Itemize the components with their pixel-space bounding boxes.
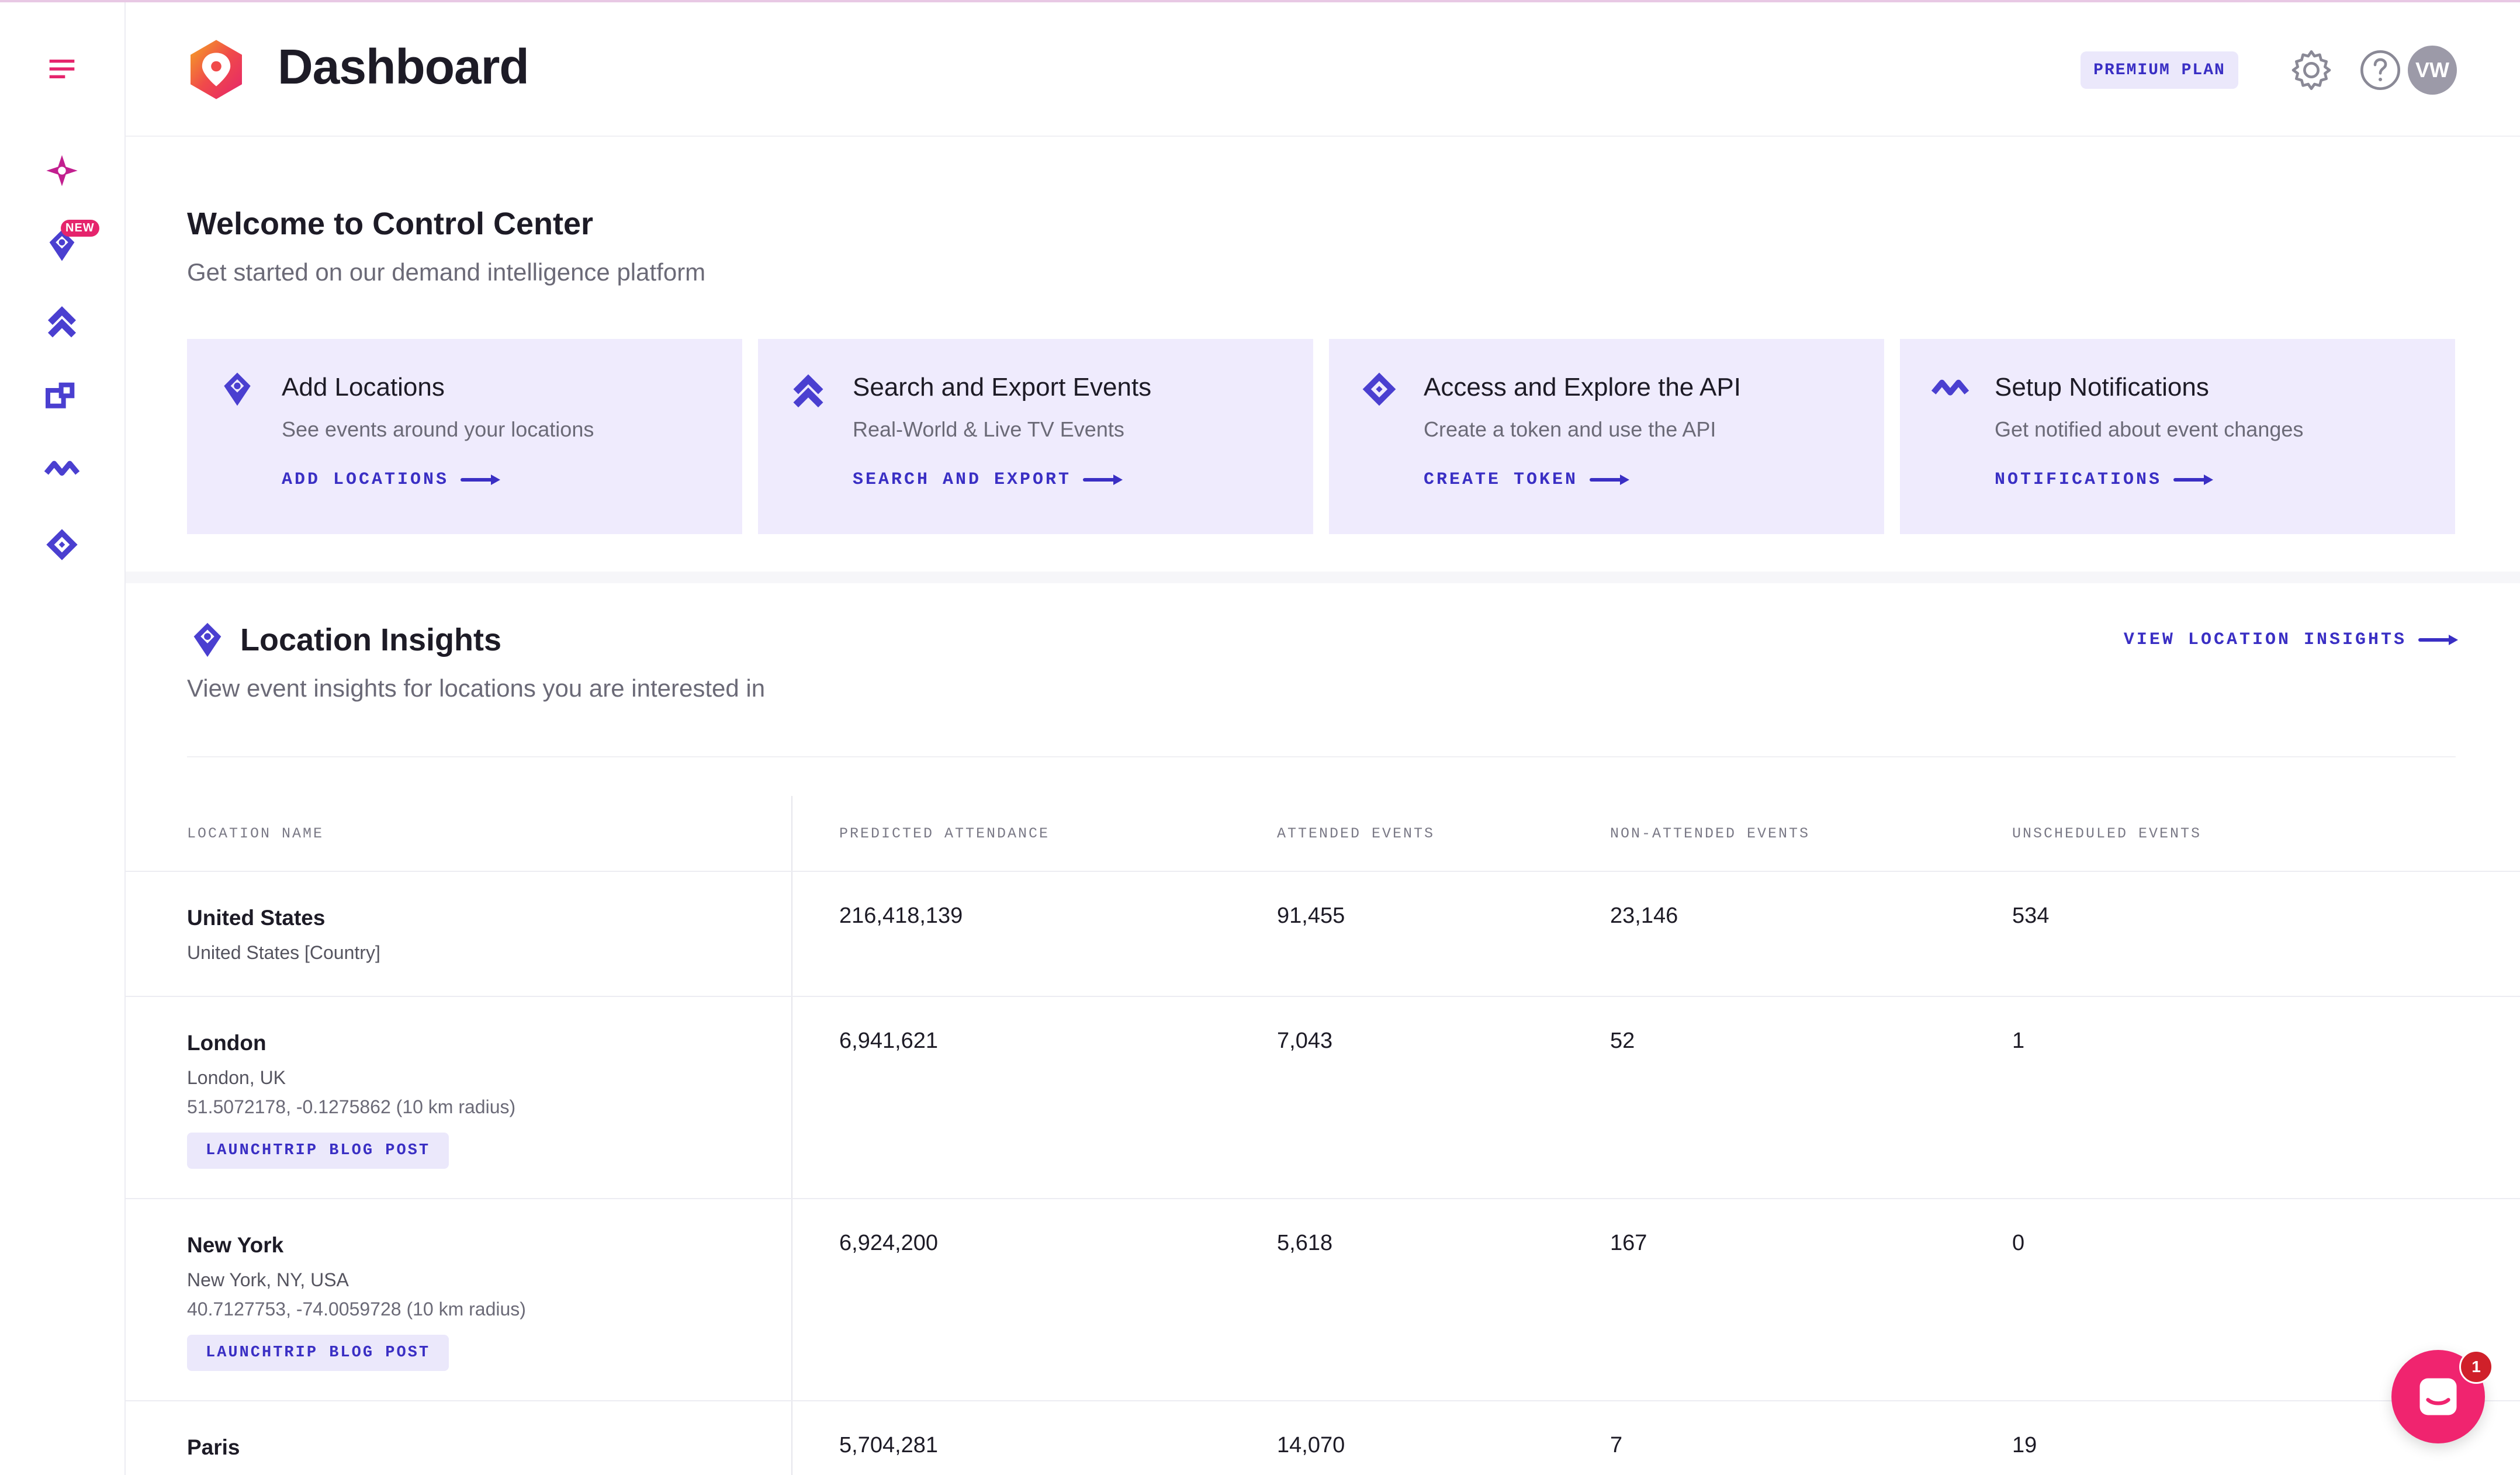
arrow-right-icon xyxy=(461,475,501,485)
location-pin-icon[interactable] xyxy=(42,226,82,265)
link-label: CREATE TOKEN xyxy=(1424,470,1579,490)
card-title: Access and Explore the API xyxy=(1424,373,1741,401)
card-add-locations[interactable]: Add Locations See events around your loc… xyxy=(187,339,742,534)
card-notifications[interactable]: Setup Notifications Get notified about e… xyxy=(1900,339,2455,534)
non-attended-events: 167 xyxy=(1610,1231,1647,1255)
row-divider xyxy=(126,996,2520,997)
link-label: NOTIFICATIONS xyxy=(1995,470,2162,490)
location-coordinates: 40.7127753, -74.0059728 (10 km radius) xyxy=(187,1299,526,1320)
card-api[interactable]: Access and Explore the API Create a toke… xyxy=(1329,339,1884,534)
header: Dashboard PREMIUM PLAN VW xyxy=(126,2,2520,137)
view-location-insights-link[interactable]: VIEW LOCATION INSIGHTS xyxy=(2123,630,2458,650)
arrow-right-icon xyxy=(1083,475,1123,485)
plan-badge[interactable]: PREMIUM PLAN xyxy=(2081,51,2238,89)
squares-icon[interactable] xyxy=(42,375,82,415)
unscheduled-events: 1 xyxy=(2012,1029,2025,1053)
location-coordinates: 51.5072178, -0.1275862 (10 km radius) xyxy=(187,1096,516,1117)
welcome-section: Welcome to Control Center Get started on… xyxy=(126,137,2520,572)
card-search-export[interactable]: Search and Export Events Real-World & Li… xyxy=(758,339,1313,534)
unscheduled-events: 19 xyxy=(2012,1433,2037,1457)
link-label: ADD LOCATIONS xyxy=(282,470,449,490)
card-title: Search and Export Events xyxy=(853,373,1152,401)
arrow-right-icon xyxy=(2418,635,2458,645)
diamond-code-icon xyxy=(1359,369,1399,409)
page-title: Dashboard xyxy=(278,39,529,94)
location-sub: New York, NY, USA xyxy=(187,1269,349,1290)
menu-icon[interactable] xyxy=(42,49,82,89)
card-title: Add Locations xyxy=(282,373,445,401)
wave-check-icon[interactable] xyxy=(42,450,82,490)
non-attended-events: 7 xyxy=(1610,1433,1623,1457)
chat-unread-badge: 1 xyxy=(2459,1350,2493,1384)
row-divider xyxy=(126,1400,2520,1401)
sidebar: NEW xyxy=(0,2,126,1475)
top-border xyxy=(0,0,2520,2)
sparkle-icon[interactable] xyxy=(42,151,82,191)
link-label: SEARCH AND EXPORT xyxy=(853,470,1072,490)
chat-icon xyxy=(2419,1378,2457,1415)
card-subtitle: Real-World & Live TV Events xyxy=(853,417,1124,441)
unscheduled-events: 0 xyxy=(2012,1231,2025,1255)
chevrons-up-icon[interactable] xyxy=(42,300,82,340)
location-name[interactable]: Paris xyxy=(187,1435,240,1459)
location-name[interactable]: London xyxy=(187,1031,266,1055)
new-badge: NEW xyxy=(61,220,99,237)
column-separator xyxy=(791,796,792,1475)
location-insights-section: Location Insights View event insights fo… xyxy=(126,583,2520,1475)
location-sub: London, UK xyxy=(187,1067,286,1088)
row-divider xyxy=(126,1198,2520,1199)
location-sub: United States [Country] xyxy=(187,942,380,963)
predicted-attendance: 6,924,200 xyxy=(839,1231,939,1255)
card-subtitle: Create a token and use the API xyxy=(1424,417,1716,441)
main-content: Dashboard PREMIUM PLAN VW Welcome to Con… xyxy=(126,2,2520,1475)
location-name[interactable]: United States xyxy=(187,906,326,930)
chevrons-up-icon xyxy=(788,369,828,409)
blog-post-tag[interactable]: LAUNCHTRIP BLOG POST xyxy=(187,1133,449,1169)
gear-icon[interactable] xyxy=(2288,47,2335,94)
card-subtitle: See events around your locations xyxy=(282,417,594,441)
location-pin-icon xyxy=(187,619,228,660)
attended-events: 5,618 xyxy=(1277,1231,1333,1255)
avatar[interactable]: VW xyxy=(2408,46,2457,95)
notifications-link[interactable]: NOTIFICATIONS xyxy=(1995,470,2214,490)
row-divider xyxy=(126,871,2520,872)
predicted-attendance: 5,704,281 xyxy=(839,1433,939,1457)
section-title: Location Insights xyxy=(240,622,502,657)
card-subtitle: Get notified about event changes xyxy=(1995,417,2304,441)
location-pin-icon xyxy=(217,369,257,409)
welcome-subtitle: Get started on our demand intelligence p… xyxy=(187,258,706,286)
add-locations-link[interactable]: ADD LOCATIONS xyxy=(282,470,501,490)
predicted-attendance: 6,941,621 xyxy=(839,1029,939,1053)
divider xyxy=(187,756,2456,757)
search-export-link[interactable]: SEARCH AND EXPORT xyxy=(853,470,1123,490)
location-name[interactable]: New York xyxy=(187,1233,284,1257)
attended-events: 7,043 xyxy=(1277,1029,1333,1053)
wave-check-icon xyxy=(1930,369,1970,409)
welcome-title: Welcome to Control Center xyxy=(187,206,594,241)
column-header[interactable]: PREDICTED ATTENDANCE xyxy=(839,825,1050,842)
attended-events: 14,070 xyxy=(1277,1433,1345,1457)
section-subtitle: View event insights for locations you ar… xyxy=(187,674,766,702)
attended-events: 91,455 xyxy=(1277,903,1345,928)
arrow-right-icon xyxy=(2173,475,2214,485)
create-token-link[interactable]: CREATE TOKEN xyxy=(1424,470,1630,490)
diamond-code-icon[interactable] xyxy=(42,525,82,565)
unscheduled-events: 534 xyxy=(2012,903,2050,928)
help-icon[interactable] xyxy=(2357,47,2404,94)
column-header[interactable]: NON-ATTENDED EVENTS xyxy=(1610,825,1811,842)
arrow-right-icon xyxy=(1590,475,1630,485)
brand-logo[interactable] xyxy=(184,37,248,102)
non-attended-events: 52 xyxy=(1610,1029,1635,1053)
column-header[interactable]: UNSCHEDULED EVENTS xyxy=(2012,825,2202,842)
non-attended-events: 23,146 xyxy=(1610,903,1678,928)
predicted-attendance: 216,418,139 xyxy=(839,903,963,928)
column-header[interactable]: LOCATION NAME xyxy=(187,825,324,842)
column-header[interactable]: ATTENDED EVENTS xyxy=(1277,825,1435,842)
link-label: VIEW LOCATION INSIGHTS xyxy=(2123,630,2407,650)
blog-post-tag[interactable]: LAUNCHTRIP BLOG POST xyxy=(187,1335,449,1371)
card-title: Setup Notifications xyxy=(1995,373,2209,401)
